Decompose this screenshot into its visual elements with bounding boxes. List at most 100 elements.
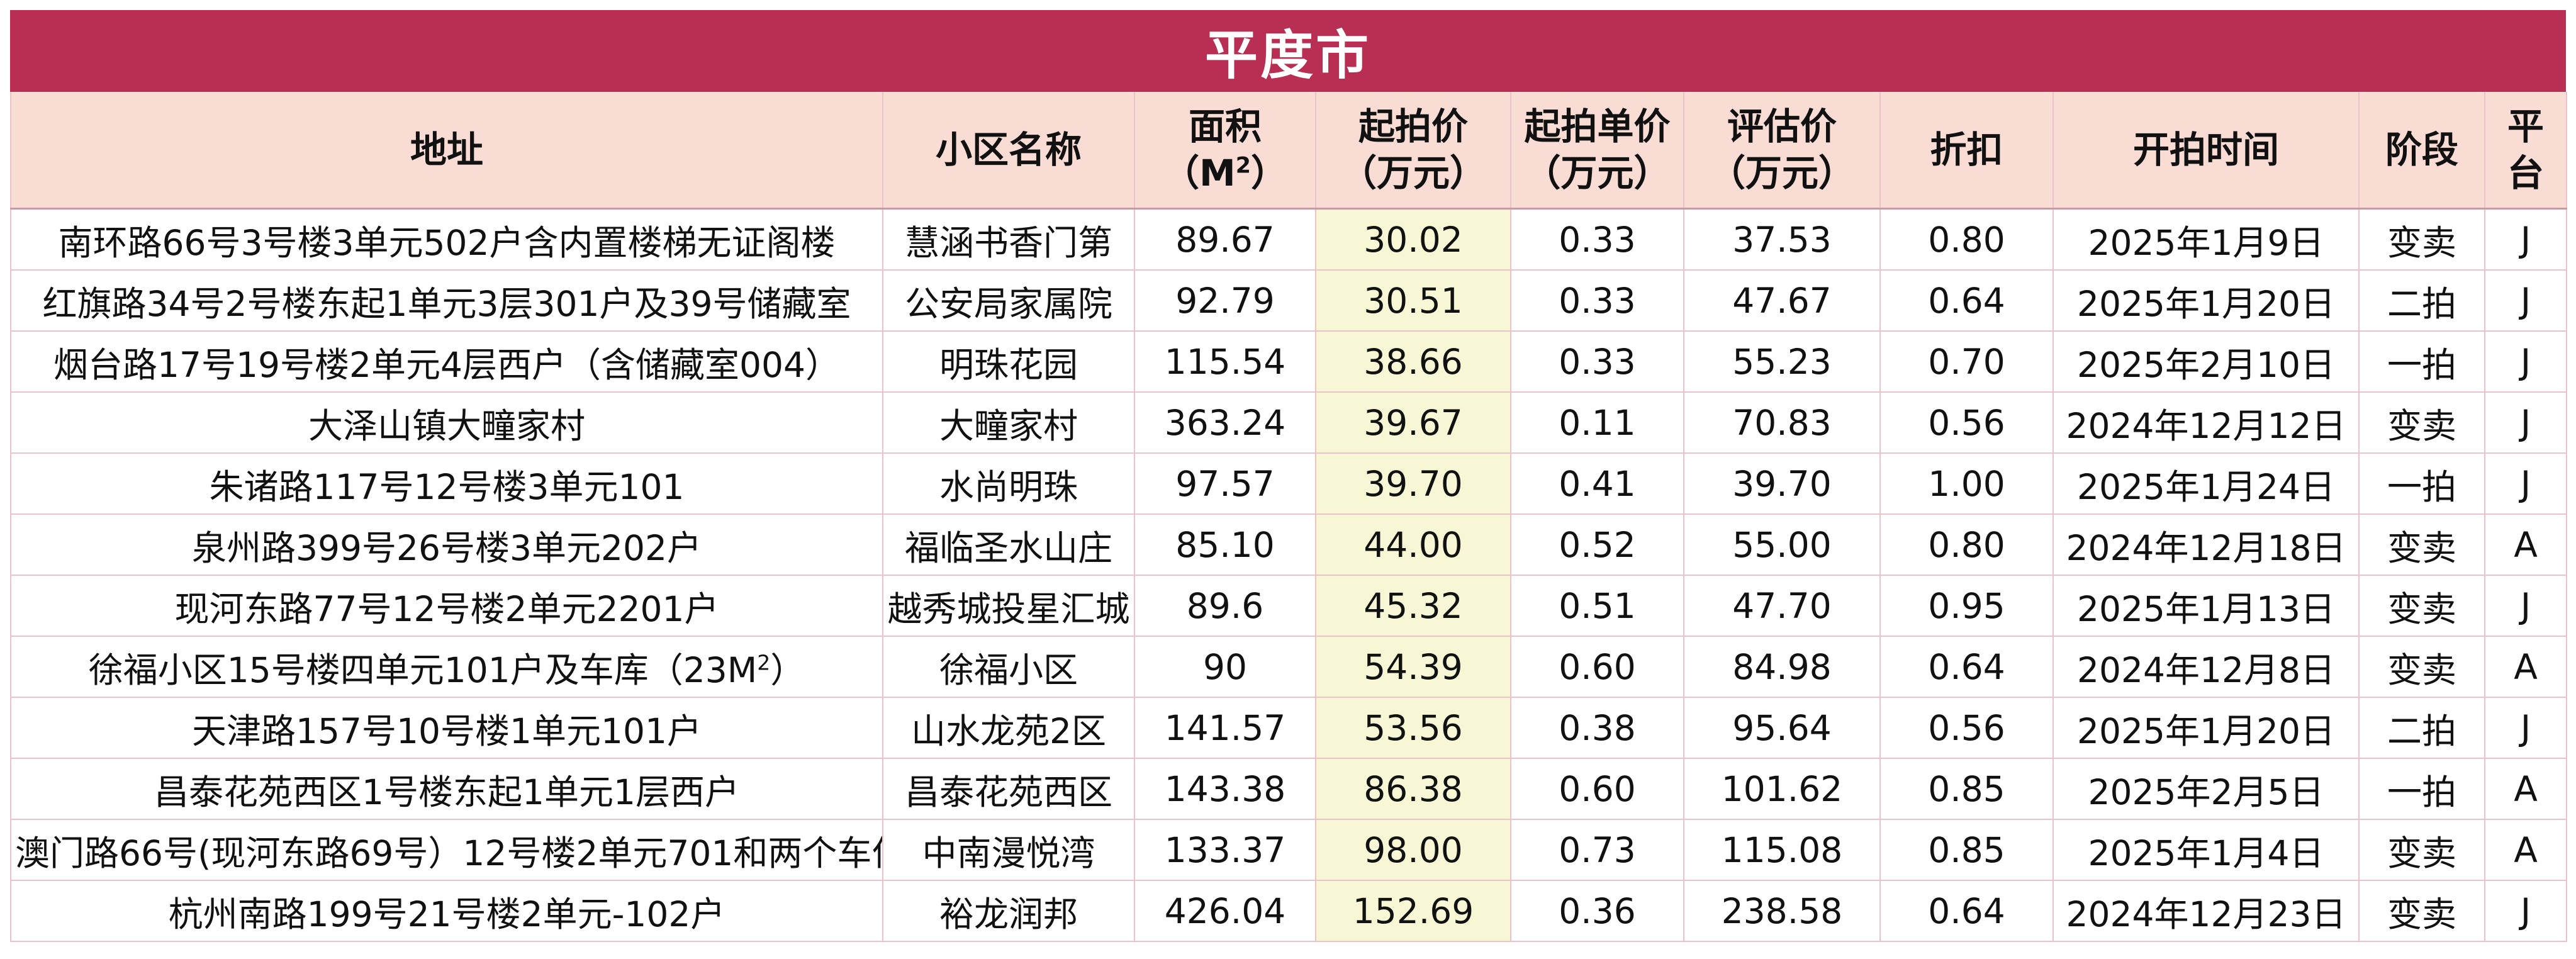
- cell-discount[interactable]: 0.56: [1879, 697, 2054, 759]
- cell-assessed-price[interactable]: 39.70: [1683, 452, 1881, 515]
- cell-community[interactable]: 水尚明珠: [882, 452, 1135, 515]
- cell-discount[interactable]: 0.95: [1879, 575, 2054, 637]
- cell-start-time[interactable]: 2025年2月10日: [2052, 330, 2360, 393]
- cell-area[interactable]: 426.04: [1134, 880, 1316, 942]
- cell-discount[interactable]: 0.85: [1879, 819, 2054, 881]
- cell-platform[interactable]: J: [2484, 452, 2567, 515]
- cell-unit-price[interactable]: 0.36: [1510, 880, 1684, 942]
- cell-start-price[interactable]: 98.00: [1315, 819, 1511, 881]
- cell-stage[interactable]: 一拍: [2358, 330, 2485, 393]
- cell-start-price[interactable]: 38.66: [1315, 330, 1511, 393]
- cell-platform[interactable]: J: [2484, 208, 2567, 271]
- cell-community[interactable]: 大疃家村: [882, 391, 1135, 454]
- cell-unit-price[interactable]: 0.33: [1510, 208, 1684, 271]
- cell-start-price[interactable]: 45.32: [1315, 575, 1511, 637]
- cell-stage[interactable]: 变卖: [2358, 513, 2485, 576]
- cell-assessed-price[interactable]: 47.67: [1683, 269, 1881, 332]
- cell-assessed-price[interactable]: 115.08: [1683, 819, 1881, 881]
- cell-start-time[interactable]: 2024年12月8日: [2052, 636, 2360, 698]
- cell-address[interactable]: 天津路157号10号楼1单元101户: [10, 697, 883, 759]
- cell-unit-price[interactable]: 0.41: [1510, 452, 1684, 515]
- cell-start-price[interactable]: 39.70: [1315, 452, 1511, 515]
- cell-discount[interactable]: 0.80: [1879, 208, 2054, 271]
- cell-assessed-price[interactable]: 55.23: [1683, 330, 1881, 393]
- cell-start-price[interactable]: 54.39: [1315, 636, 1511, 698]
- cell-discount[interactable]: 0.64: [1879, 636, 2054, 698]
- cell-area[interactable]: 115.54: [1134, 330, 1316, 393]
- cell-platform[interactable]: A: [2484, 513, 2567, 576]
- cell-start-price[interactable]: 44.00: [1315, 513, 1511, 576]
- cell-unit-price[interactable]: 0.60: [1510, 758, 1684, 820]
- cell-address[interactable]: 徐福小区15号楼四单元101户及车库（23M2）: [10, 636, 883, 698]
- cell-unit-price[interactable]: 0.52: [1510, 513, 1684, 576]
- cell-community[interactable]: 徐福小区: [882, 636, 1135, 698]
- cell-start-price[interactable]: 39.67: [1315, 391, 1511, 454]
- cell-community[interactable]: 福临圣水山庄: [882, 513, 1135, 576]
- cell-address[interactable]: 大泽山镇大疃家村: [10, 391, 883, 454]
- cell-start-time[interactable]: 2025年1月4日: [2052, 819, 2360, 881]
- cell-platform[interactable]: J: [2484, 575, 2567, 637]
- cell-area[interactable]: 90: [1134, 636, 1316, 698]
- cell-address[interactable]: 澳门路66号(现河东路69号）12号楼2单元701和两个车位: [10, 819, 883, 881]
- cell-platform[interactable]: J: [2484, 697, 2567, 759]
- cell-area[interactable]: 133.37: [1134, 819, 1316, 881]
- cell-area[interactable]: 141.57: [1134, 697, 1316, 759]
- cell-platform[interactable]: J: [2484, 880, 2567, 942]
- cell-start-price[interactable]: 86.38: [1315, 758, 1511, 820]
- cell-unit-price[interactable]: 0.73: [1510, 819, 1684, 881]
- cell-start-time[interactable]: 2025年1月9日: [2052, 208, 2360, 271]
- cell-community[interactable]: 裕龙润邦: [882, 880, 1135, 942]
- cell-stage[interactable]: 二拍: [2358, 269, 2485, 332]
- cell-area[interactable]: 97.57: [1134, 452, 1316, 515]
- cell-address[interactable]: 烟台路17号19号楼2单元4层西户（含储藏室004）: [10, 330, 883, 393]
- cell-community[interactable]: 中南漫悦湾: [882, 819, 1135, 881]
- cell-address[interactable]: 南环路66号3号楼3单元502户含内置楼梯无证阁楼: [10, 208, 883, 271]
- cell-unit-price[interactable]: 0.51: [1510, 575, 1684, 637]
- cell-community[interactable]: 公安局家属院: [882, 269, 1135, 332]
- cell-assessed-price[interactable]: 55.00: [1683, 513, 1881, 576]
- cell-start-time[interactable]: 2025年2月5日: [2052, 758, 2360, 820]
- cell-discount[interactable]: 0.56: [1879, 391, 2054, 454]
- cell-platform[interactable]: A: [2484, 636, 2567, 698]
- cell-discount[interactable]: 0.64: [1879, 880, 2054, 942]
- cell-unit-price[interactable]: 0.33: [1510, 330, 1684, 393]
- cell-platform[interactable]: A: [2484, 819, 2567, 881]
- cell-stage[interactable]: 变卖: [2358, 391, 2485, 454]
- cell-area[interactable]: 85.10: [1134, 513, 1316, 576]
- cell-area[interactable]: 89.6: [1134, 575, 1316, 637]
- cell-unit-price[interactable]: 0.38: [1510, 697, 1684, 759]
- cell-community[interactable]: 山水龙苑2区: [882, 697, 1135, 759]
- cell-address[interactable]: 现河东路77号12号楼2单元2201户: [10, 575, 883, 637]
- cell-address[interactable]: 红旗路34号2号楼东起1单元3层301户及39号储藏室: [10, 269, 883, 332]
- cell-assessed-price[interactable]: 101.62: [1683, 758, 1881, 820]
- cell-discount[interactable]: 0.85: [1879, 758, 2054, 820]
- cell-discount[interactable]: 0.70: [1879, 330, 2054, 393]
- cell-discount[interactable]: 0.80: [1879, 513, 2054, 576]
- cell-unit-price[interactable]: 0.60: [1510, 636, 1684, 698]
- cell-start-price[interactable]: 30.51: [1315, 269, 1511, 332]
- cell-start-time[interactable]: 2025年1月24日: [2052, 452, 2360, 515]
- cell-stage[interactable]: 变卖: [2358, 575, 2485, 637]
- cell-platform[interactable]: J: [2484, 269, 2567, 332]
- cell-start-price[interactable]: 152.69: [1315, 880, 1511, 942]
- cell-discount[interactable]: 0.64: [1879, 269, 2054, 332]
- cell-stage[interactable]: 变卖: [2358, 880, 2485, 942]
- cell-stage[interactable]: 变卖: [2358, 636, 2485, 698]
- cell-start-time[interactable]: 2024年12月23日: [2052, 880, 2360, 942]
- cell-platform[interactable]: J: [2484, 391, 2567, 454]
- cell-assessed-price[interactable]: 238.58: [1683, 880, 1881, 942]
- cell-community[interactable]: 慧涵书香门第: [882, 208, 1135, 271]
- cell-stage[interactable]: 一拍: [2358, 452, 2485, 515]
- cell-address[interactable]: 昌泰花苑西区1号楼东起1单元1层西户: [10, 758, 883, 820]
- cell-community[interactable]: 明珠花园: [882, 330, 1135, 393]
- cell-stage[interactable]: 变卖: [2358, 208, 2485, 271]
- cell-area[interactable]: 143.38: [1134, 758, 1316, 820]
- cell-assessed-price[interactable]: 95.64: [1683, 697, 1881, 759]
- cell-assessed-price[interactable]: 37.53: [1683, 208, 1881, 271]
- cell-assessed-price[interactable]: 47.70: [1683, 575, 1881, 637]
- cell-unit-price[interactable]: 0.11: [1510, 391, 1684, 454]
- cell-unit-price[interactable]: 0.33: [1510, 269, 1684, 332]
- cell-start-time[interactable]: 2024年12月12日: [2052, 391, 2360, 454]
- cell-area[interactable]: 92.79: [1134, 269, 1316, 332]
- cell-stage[interactable]: 二拍: [2358, 697, 2485, 759]
